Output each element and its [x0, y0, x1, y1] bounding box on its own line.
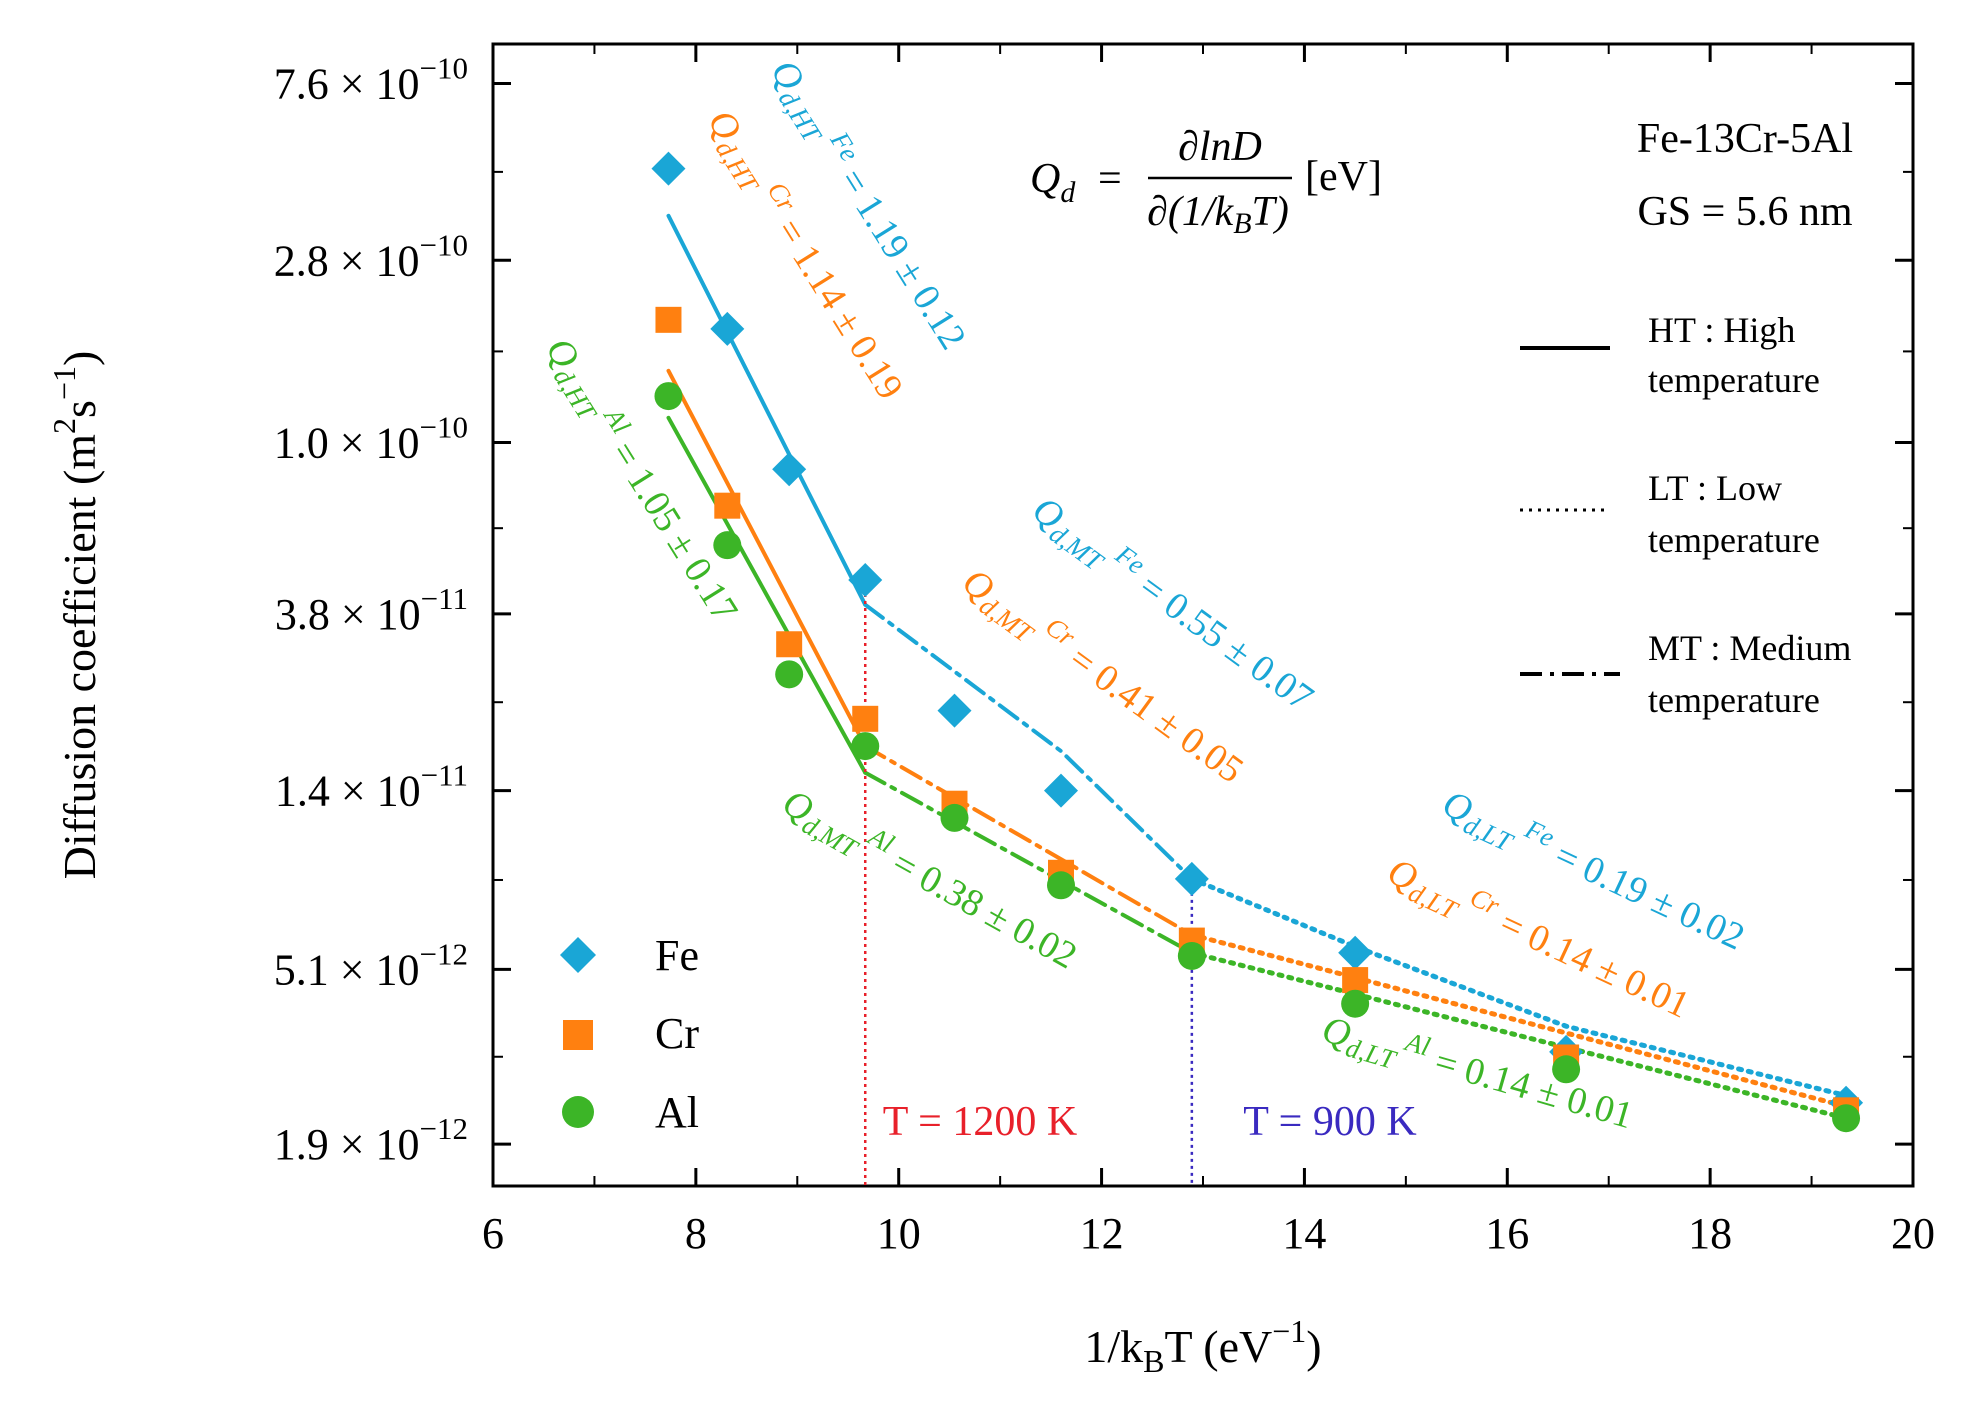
- point-fe-6: [1174, 861, 1209, 896]
- point-cr-2: [776, 631, 803, 658]
- axis-ticks: 6 8 10 12 14 16 18 20 7.6 × 10−10 2.8 × 10−10 1.0 …: [274, 44, 1935, 1258]
- point-al-8: [1552, 1055, 1581, 1084]
- legend-lt-line2: temperature: [1648, 520, 1820, 560]
- x-tick-label-20: 20: [1891, 1209, 1935, 1258]
- y-tick-label-4: 1.4 × 10−11: [275, 758, 468, 816]
- x-tick-label-8: 8: [685, 1209, 707, 1258]
- fit-fe-ht: [666, 213, 868, 607]
- point-cr-0: [655, 306, 682, 333]
- fit-fe-mt: [863, 602, 1194, 881]
- point-al-5: [1047, 871, 1075, 900]
- formula-denominator-tail: T): [1252, 189, 1289, 235]
- y-tick-label-6: 1.9 × 10−12: [274, 1111, 468, 1169]
- data-markers: [651, 151, 1864, 1133]
- formula-unit: [eV]: [1305, 154, 1382, 200]
- fit-lines: [666, 213, 1849, 1121]
- svg-text:∂(1/kBT): ∂(1/kBT): [1147, 189, 1289, 240]
- x-axis-title: 1/kBT (eV−1): [1084, 1313, 1321, 1379]
- fit-fe-lt: [1189, 876, 1849, 1099]
- formula-lhs: Q: [1030, 156, 1060, 202]
- grain-size-label: GS = 5.6 nm: [1637, 189, 1852, 235]
- ref-label-900k: T = 900 K: [1243, 1099, 1416, 1145]
- legend-fe-marker: [560, 937, 596, 973]
- x-tick-label-10: 10: [877, 1209, 921, 1258]
- point-al-0: [654, 382, 683, 411]
- point-al-4: [940, 803, 969, 832]
- fit-al-ht: [666, 415, 868, 775]
- qd-annotations: Qd,HTFe= 1.19 ± 0.12 Qd,HTCr= 1.14 ± 0.1…: [533, 53, 1753, 1138]
- x-tick-label-6: 6: [482, 1209, 504, 1258]
- formula-lhs-sub: d: [1060, 176, 1076, 209]
- point-al-6: [1177, 941, 1206, 970]
- x-tick-label-18: 18: [1688, 1209, 1732, 1258]
- point-al-9: [1832, 1104, 1861, 1133]
- fit-al-mt: [863, 770, 1194, 955]
- formula-numerator: ∂lnD: [1178, 124, 1262, 170]
- legend-mt-line1: MT : Medium: [1648, 628, 1851, 668]
- point-fe-2: [772, 452, 807, 487]
- point-fe-0: [651, 151, 686, 186]
- x-tick-label-14: 14: [1282, 1209, 1326, 1258]
- y-tick-label-0: 7.6 × 10−10: [274, 51, 468, 109]
- formula-denominator-sub: B: [1233, 207, 1251, 240]
- fit-al-lt: [1189, 950, 1849, 1121]
- anno-cr-mt: Qd,MTCr= 0.41 ± 0.05: [952, 556, 1254, 795]
- y-tick-label-5: 5.1 × 10−12: [274, 936, 468, 994]
- point-fe-4: [937, 693, 972, 728]
- point-al-7: [1341, 989, 1370, 1018]
- qd-formula: Qd = ∂lnD ∂(1/kBT) [eV]: [1030, 124, 1382, 240]
- x-tick-label-12: 12: [1080, 1209, 1124, 1258]
- point-fe-5: [1044, 773, 1078, 808]
- legend-cr-label: Cr: [655, 1009, 699, 1058]
- point-al-2: [775, 660, 804, 689]
- material-label: Fe-13Cr-5Al: [1637, 116, 1853, 162]
- point-cr-1: [714, 492, 741, 519]
- point-al-3: [851, 732, 880, 761]
- x-tick-label-16: 16: [1485, 1209, 1529, 1258]
- formula-denominator: ∂(1/k: [1147, 189, 1234, 235]
- svg-text:Qd: Qd: [1030, 156, 1076, 209]
- y-tick-label-3: 3.8 × 10−11: [275, 581, 468, 639]
- legend-ht-line1: HT : High: [1648, 310, 1795, 350]
- point-fe-1: [710, 311, 745, 346]
- y-tick-label-1: 2.8 × 10−10: [274, 227, 468, 285]
- line-style-legend: HT : High temperature LT : Low temperatu…: [1520, 310, 1851, 720]
- y-tick-label-2: 1.0 × 10−10: [274, 410, 468, 468]
- legend-al-marker: [562, 1096, 594, 1128]
- legend-lt-line1: LT : Low: [1648, 468, 1782, 508]
- anno-fe-lt: Qd,LT Fe= 0.19 ± 0.02: [1434, 778, 1753, 964]
- fit-cr-mt: [863, 744, 1194, 937]
- marker-legend: Fe Cr Al: [560, 931, 699, 1137]
- legend-ht-line2: temperature: [1648, 360, 1820, 400]
- formula-equals: =: [1098, 156, 1122, 202]
- legend-mt-line2: temperature: [1648, 680, 1820, 720]
- legend-cr-marker: [563, 1020, 593, 1050]
- legend-al-label: Al: [655, 1088, 699, 1137]
- legend-fe-label: Fe: [655, 931, 699, 980]
- point-cr-7: [1342, 967, 1369, 994]
- ref-label-1200k: T = 1200 K: [883, 1099, 1077, 1145]
- y-axis-title: Diffusion coefficient (m2s−1): [46, 351, 105, 880]
- point-al-1: [713, 531, 742, 560]
- fit-cr-lt: [1189, 932, 1849, 1109]
- point-fe-7: [1338, 935, 1373, 970]
- anno-al-ht: Qd,HTAl= 1.05 ± 0.17: [533, 328, 750, 632]
- anno-fe-mt: Qd,MTFe= 0.55 ± 0.07: [1022, 484, 1324, 723]
- point-fe-3: [848, 563, 883, 598]
- fit-cr-ht: [666, 368, 868, 749]
- point-cr-3: [852, 705, 879, 732]
